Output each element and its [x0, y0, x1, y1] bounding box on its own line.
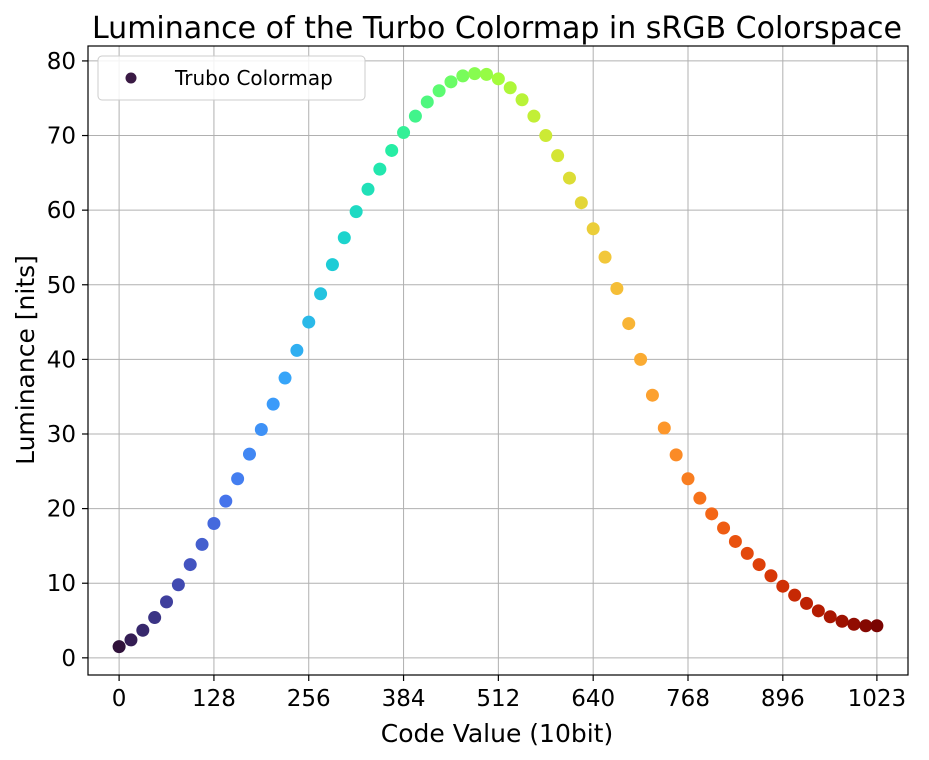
y-tick-label: 40 — [47, 347, 76, 373]
data-point — [361, 182, 375, 196]
x-tick-label: 768 — [666, 686, 710, 712]
data-point — [373, 162, 387, 176]
data-point — [847, 617, 861, 631]
data-point — [562, 171, 576, 185]
x-tick-label: 128 — [192, 686, 236, 712]
data-point — [420, 95, 434, 109]
data-point — [717, 521, 731, 535]
y-tick-label: 70 — [47, 124, 76, 150]
y-tick-label: 60 — [47, 198, 76, 224]
data-points — [112, 67, 884, 654]
data-point — [586, 222, 600, 236]
chart-title: Luminance of the Turbo Colormap in sRGB … — [92, 11, 902, 46]
data-point — [124, 633, 138, 647]
data-point — [266, 397, 280, 411]
data-point — [231, 472, 245, 486]
data-point — [835, 614, 849, 628]
data-point — [693, 491, 707, 505]
legend-box — [97, 55, 366, 101]
data-point — [432, 84, 446, 98]
data-point — [136, 623, 150, 637]
data-point — [645, 388, 659, 402]
data-point — [776, 579, 790, 593]
y-tick-label: 10 — [47, 571, 76, 597]
data-point — [551, 149, 565, 163]
data-point — [112, 640, 126, 654]
data-point — [870, 619, 884, 633]
data-point — [515, 93, 529, 107]
data-point — [408, 109, 422, 123]
x-tick-label: 0 — [112, 686, 127, 712]
data-point — [491, 72, 505, 86]
data-point — [171, 578, 185, 592]
data-point — [740, 546, 754, 560]
data-point — [669, 448, 683, 462]
data-point — [811, 604, 825, 618]
data-point — [610, 281, 624, 295]
y-axis-label: Luminance [nits] — [11, 255, 40, 465]
y-tick-label: 30 — [47, 422, 76, 448]
legend-marker — [125, 72, 137, 84]
data-point — [290, 343, 304, 357]
x-tick-label: 640 — [571, 686, 615, 712]
data-point — [325, 258, 339, 272]
data-point — [385, 143, 399, 157]
data-point — [160, 595, 174, 609]
data-point — [480, 67, 494, 81]
legend: Trubo Colormap — [97, 55, 366, 101]
data-point — [823, 610, 837, 624]
data-point — [800, 596, 814, 610]
data-point — [148, 611, 162, 625]
data-point — [397, 126, 411, 140]
data-point — [539, 129, 553, 143]
data-point — [314, 287, 328, 301]
data-point — [183, 558, 197, 572]
data-point — [764, 569, 778, 583]
data-point — [195, 537, 209, 551]
data-point — [788, 588, 802, 602]
data-point — [468, 67, 482, 81]
data-point — [681, 472, 695, 486]
data-point — [456, 69, 470, 83]
data-point — [574, 196, 588, 210]
x-tick-label: 512 — [476, 686, 520, 712]
data-point — [444, 75, 458, 89]
x-axis-label: Code Value (10bit) — [381, 719, 613, 748]
y-tick-label: 0 — [61, 646, 76, 672]
data-point — [705, 507, 719, 521]
data-point — [657, 421, 671, 435]
data-point — [622, 317, 636, 331]
data-point — [349, 205, 363, 219]
data-point — [207, 517, 221, 531]
data-point — [302, 315, 316, 329]
data-point — [337, 231, 351, 245]
data-point — [527, 109, 541, 123]
data-point — [503, 81, 517, 95]
data-point — [728, 534, 742, 548]
data-point — [219, 494, 233, 508]
x-tick-label: 384 — [382, 686, 426, 712]
data-point — [634, 352, 648, 366]
data-point — [254, 423, 268, 437]
data-point — [752, 558, 766, 572]
legend-label: Trubo Colormap — [174, 66, 333, 90]
data-point — [859, 619, 873, 633]
axis-ticks: 0 128 256 384 512 640 768 896 1023 0 10 20 30 40 50 60 7… — [47, 49, 906, 712]
x-tick-label: 896 — [761, 686, 805, 712]
data-point — [598, 250, 612, 264]
data-point — [278, 371, 292, 385]
data-point — [242, 447, 256, 461]
x-tick-label: 256 — [287, 686, 331, 712]
x-tick-label: 1023 — [848, 686, 907, 712]
y-tick-label: 80 — [47, 49, 76, 75]
y-tick-label: 20 — [47, 497, 76, 523]
grid-lines — [88, 46, 908, 675]
y-tick-label: 50 — [47, 273, 76, 299]
